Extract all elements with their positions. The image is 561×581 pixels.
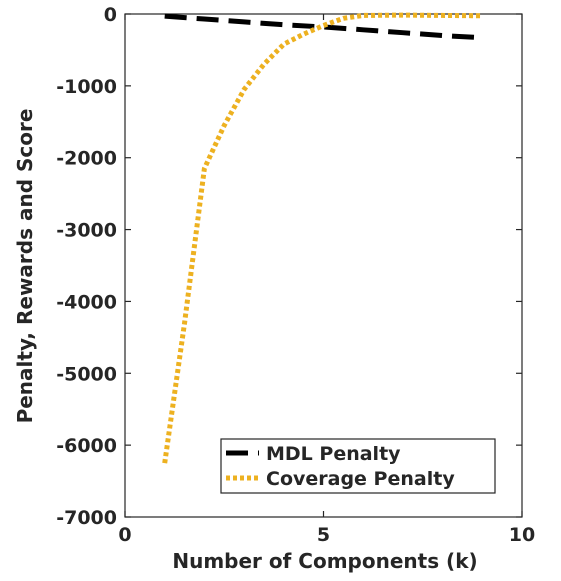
y-tick-label: -3000: [56, 220, 117, 242]
y-tick-label: -1000: [56, 76, 117, 98]
y-tick-label: -5000: [56, 363, 117, 385]
x-axis-label: Number of Components (k): [172, 549, 477, 573]
y-tick-label: -2000: [56, 148, 117, 170]
y-tick-label: 0: [104, 4, 117, 26]
x-tick-label: 0: [118, 524, 131, 546]
legend-entry: Coverage Penalty: [266, 468, 455, 490]
y-axis-label: Penalty, Rewards and Score: [13, 109, 37, 424]
x-tick-label: 10: [509, 524, 535, 546]
y-tick-label: -6000: [56, 435, 117, 457]
legend-entry: MDL Penalty: [266, 443, 401, 465]
legend: MDL Penalty Coverage Penalty: [221, 439, 495, 493]
x-tick-label: 5: [317, 524, 330, 546]
y-tick-label: -4000: [56, 291, 117, 313]
y-tick-label: -7000: [56, 507, 117, 529]
